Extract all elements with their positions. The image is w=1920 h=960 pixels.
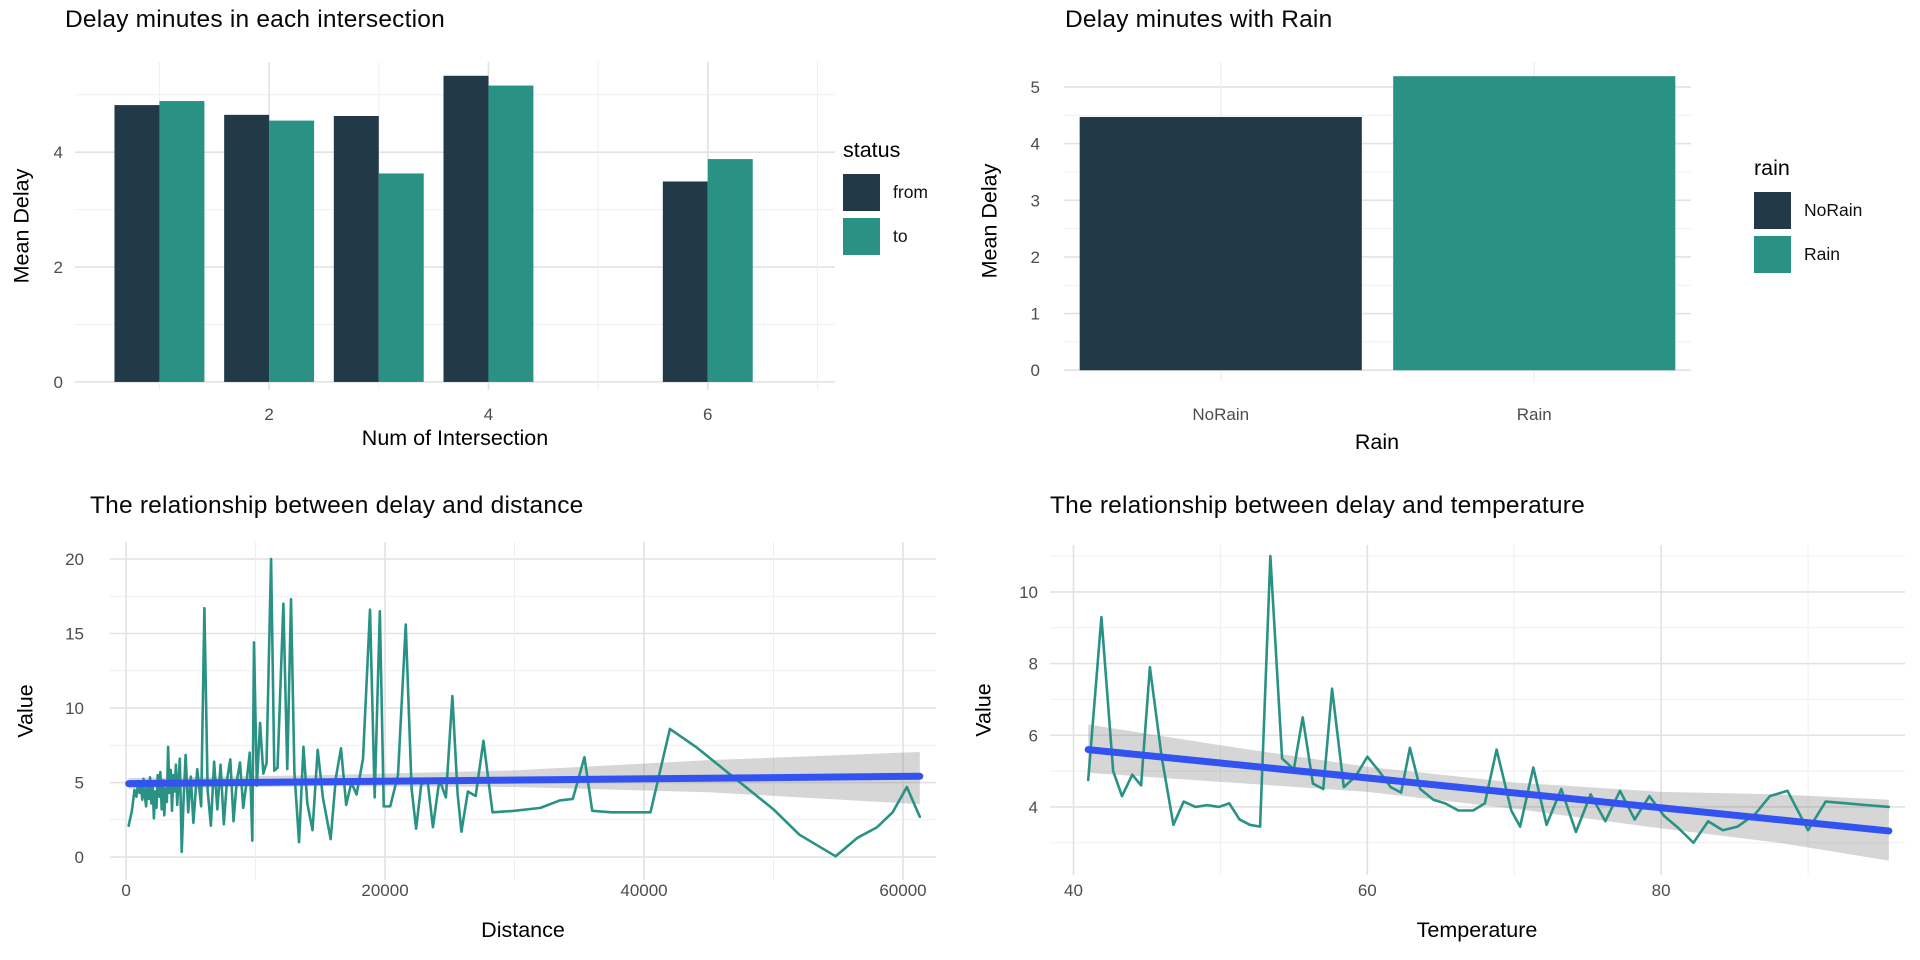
panel-delay-by-intersection: 0 2 4 2 4 6 Delay minutes in each intersectio… [0, 0, 960, 480]
bar-Rain [1393, 76, 1676, 371]
axis-tick-labels: 4 6 8 10 40 60 80 [1019, 583, 1671, 900]
x-tick-label: 80 [1652, 881, 1671, 900]
y-tick-label: 20 [65, 550, 84, 569]
temperature-line-plot: 4 6 8 10 40 60 80 [1019, 545, 1905, 900]
y-tick-label: 5 [1031, 78, 1040, 97]
legend-entry-to: to [843, 218, 928, 255]
y-tick-label: 3 [1031, 191, 1040, 210]
y-axis-title: Value [971, 683, 996, 737]
legend-swatch-from [843, 174, 880, 211]
intersection-bar-plot: 0 2 4 2 4 6 [54, 62, 835, 424]
x-tick-label: 60 [1358, 881, 1377, 900]
x-tick-label: NoRain [1192, 405, 1249, 424]
legend-status: status from to [843, 138, 928, 262]
x-tick-label: 6 [703, 405, 712, 424]
bars-from [114, 75, 708, 382]
y-tick-label: 10 [65, 699, 84, 718]
legend-swatch-rain [1754, 236, 1791, 273]
x-axis-title: Distance [481, 918, 565, 942]
y-tick-label: 4 [54, 143, 63, 162]
legend-entry-rain: Rain [1754, 236, 1862, 273]
chart-title: Delay minutes in each intersection [65, 6, 445, 33]
bar [488, 85, 534, 382]
legend-swatch-to [843, 218, 880, 255]
panel-delay-vs-temperature: 4 6 8 10 40 60 80 The relationship between del… [960, 480, 1920, 960]
bar [224, 114, 270, 382]
x-axis-title: Rain [1354, 430, 1400, 454]
y-tick-label: 0 [75, 848, 84, 867]
x-tick-label: 20000 [361, 881, 408, 900]
x-tick-label: 40 [1064, 881, 1083, 900]
gridlines [110, 542, 936, 880]
legend-label-from: from [893, 182, 928, 202]
y-tick-label: 6 [1029, 726, 1038, 745]
rain-bar-plot: 0 1 2 3 4 5 NoRain Rain [1031, 62, 1691, 424]
bar [707, 159, 753, 382]
x-tick-label: 40000 [620, 881, 667, 900]
y-tick-label: 10 [1019, 583, 1038, 602]
y-axis-title: Mean Delay [9, 168, 34, 284]
y-tick-label: 2 [1031, 248, 1040, 267]
bars-to [159, 85, 753, 382]
legend-label-to: to [893, 226, 908, 246]
y-tick-label: 4 [1031, 135, 1040, 154]
bar [333, 115, 379, 382]
y-tick-label: 0 [1031, 361, 1040, 380]
x-axis-title: Num of Intersection [361, 426, 549, 450]
chart-title: Delay minutes with Rain [1065, 6, 1333, 33]
legend-title: rain [1754, 156, 1790, 180]
y-tick-label: 4 [1029, 798, 1038, 817]
panel-delay-by-rain: 0 1 2 3 4 5 NoRain Rain Delay minutes with Rain… [960, 0, 1920, 480]
legend-title: status [843, 138, 901, 162]
distance-line-plot: 0 5 10 15 20 0 20000 40000 60000 [65, 542, 936, 900]
legend-entry-from: from [843, 174, 928, 211]
legend-swatch-norain [1754, 192, 1791, 229]
chart-title: The relationship between delay and tempe… [1050, 492, 1585, 519]
data-line [127, 557, 922, 858]
x-tick-label: 60000 [879, 881, 926, 900]
axis-tick-labels: 0 5 10 15 20 0 20000 40000 60000 [65, 550, 927, 900]
x-tick-label: Rain [1517, 405, 1552, 424]
x-axis-title: Temperature [1416, 918, 1538, 942]
bar [114, 105, 160, 382]
y-tick-label: 0 [54, 373, 63, 392]
y-axis-title: Value [13, 684, 38, 738]
axis-tick-labels: 0 2 4 2 4 6 [54, 143, 713, 424]
y-tick-label: 1 [1031, 305, 1040, 324]
y-tick-label: 8 [1029, 655, 1038, 674]
legend-rain: rain NoRain Rain [1754, 156, 1862, 280]
legend-label-norain: NoRain [1804, 200, 1863, 220]
bar [269, 120, 315, 382]
y-tick-label: 5 [75, 774, 84, 793]
panel-delay-vs-distance: 0 5 10 15 20 0 20000 40000 60000 The relationshi… [0, 480, 960, 960]
x-tick-label: 4 [484, 405, 493, 424]
legend-label-rain: Rain [1804, 244, 1840, 264]
smooth-trend-line [1084, 746, 1893, 835]
bar [159, 101, 205, 382]
legend-entry-norain: NoRain [1754, 192, 1862, 229]
x-tick-label: 0 [121, 881, 130, 900]
y-tick-label: 2 [54, 258, 63, 277]
data-line [1086, 554, 1891, 845]
bar [443, 75, 489, 382]
bar [378, 173, 424, 382]
x-tick-label: 2 [264, 405, 273, 424]
smooth-trend-line [125, 772, 924, 788]
bar [662, 181, 708, 382]
y-tick-label: 15 [65, 625, 84, 644]
bar-NoRain [1079, 116, 1362, 371]
axis-tick-labels: 0 1 2 3 4 5 NoRain Rain [1031, 78, 1552, 424]
chart-title: The relationship between delay and dista… [90, 492, 584, 519]
y-axis-title: Mean Delay [977, 163, 1002, 279]
